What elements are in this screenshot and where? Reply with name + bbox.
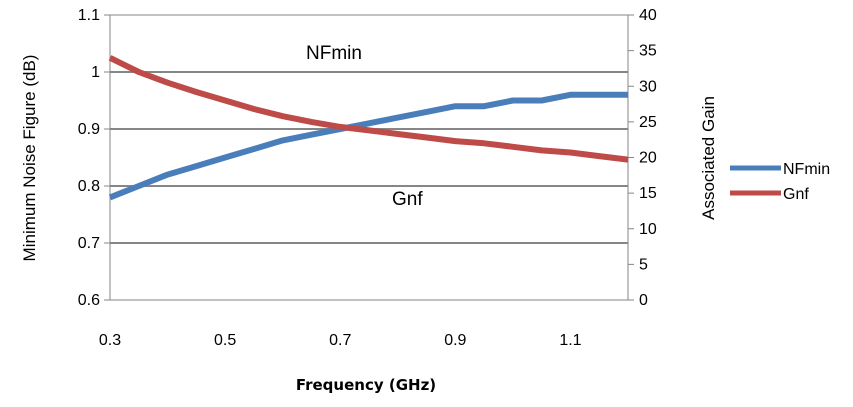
annotation-gnf: Gnf [392,189,423,210]
y-tick-label: 0.7 [78,235,100,252]
annotation-nfmin: NFmin [306,43,362,64]
y2-tick-label: 15 [639,185,657,202]
x-tick-label: 1.1 [559,332,581,349]
y-tick-label: 1.1 [78,7,100,24]
legend-label-nfmin: NFmin [783,161,830,178]
y2-tick-label: 5 [639,256,648,273]
legend: NFmin Gnf [730,161,830,203]
series-line-nfmin [108,91,628,201]
y2-tick-label: 20 [639,150,657,167]
x-axis: 0.3 0.5 0.7 0.9 1.1 [99,332,582,349]
y2-tick-label: 25 [639,114,657,131]
y2-tick-label: 10 [639,221,657,238]
x-tick-label: 0.9 [444,332,466,349]
plot-area-border [109,14,629,301]
y2-axis-title: Associated Gain [699,96,718,220]
series-line-gnf [108,55,629,163]
y-tick-label: 0.8 [78,178,100,195]
series-lines [108,55,629,201]
x-tick-label: 0.7 [329,332,351,349]
y-tick-label: 1 [91,64,100,81]
x-tick-label: 0.3 [99,332,121,349]
y2-tick-label: 40 [639,7,657,24]
x-tick-label: 0.5 [214,332,236,349]
right-axis: 0 5 10 15 20 25 30 35 40 [628,7,657,309]
x-axis-title: Frequency (GHz) [296,376,436,394]
legend-label-gnf: Gnf [783,186,809,203]
y-tick-label: 0.6 [78,292,100,309]
y-axis-title: Minimum Noise Figure (dB) [20,55,39,262]
y2-tick-label: 35 [639,43,657,60]
y2-tick-label: 0 [639,292,648,309]
y2-tick-label: 30 [639,78,657,95]
left-axis: 0.6 0.7 0.8 0.9 1 1.1 [78,7,110,309]
y-tick-label: 0.9 [78,121,100,138]
